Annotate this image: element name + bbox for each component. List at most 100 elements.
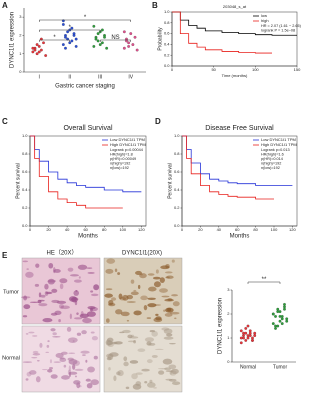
y-axis-label: Percent survival — [167, 163, 173, 199]
y-tick-label: 0.2 — [22, 205, 28, 210]
tissue-texture — [32, 335, 38, 337]
data-point — [271, 312, 275, 316]
tissue-texture — [59, 278, 68, 284]
data-point — [253, 331, 257, 335]
histology-images — [20, 257, 183, 393]
tissue-texture — [129, 360, 139, 364]
data-point — [96, 39, 100, 43]
data-point — [61, 23, 65, 26]
column-label: DYNC1I1(20X) — [122, 251, 162, 257]
tissue-texture — [163, 336, 174, 340]
tissue-texture — [59, 303, 64, 309]
data-point — [66, 30, 70, 34]
tissue-texture — [77, 264, 88, 270]
data-point — [278, 319, 282, 323]
tissue-texture — [20, 296, 31, 299]
significance-bracket — [39, 39, 70, 42]
tissue-texture — [61, 375, 70, 380]
y-tick-label: 3 — [227, 287, 230, 292]
tissue-texture — [155, 313, 159, 317]
x-tick-label: 50 — [211, 67, 216, 72]
data-point — [276, 310, 280, 314]
tissue-texture — [165, 263, 170, 269]
data-point — [103, 35, 106, 39]
tissue-texture — [87, 366, 95, 373]
tissue-texture — [119, 297, 126, 301]
annotation: HR = 2.07 (1.61 − 2.65) — [261, 24, 302, 28]
y-tick-label: 2 — [227, 311, 230, 316]
x-tick-label: 150 — [294, 67, 301, 72]
survival-curve — [30, 135, 123, 209]
tissue-texture — [68, 371, 78, 375]
tissue-texture — [22, 260, 28, 263]
tissue-texture — [55, 353, 64, 358]
tissue-texture — [135, 381, 142, 386]
tissue-texture — [25, 271, 34, 278]
tissue-texture — [73, 317, 83, 320]
data-point — [122, 46, 126, 50]
data-point — [72, 34, 76, 37]
annotation: HR(high)=1.6 — [261, 153, 284, 157]
tissue-texture — [74, 375, 78, 378]
chart-title: 203048_s_at — [223, 4, 247, 9]
tissue-texture — [108, 367, 111, 371]
tissue-texture — [63, 364, 67, 368]
y-tick-label: 0.2 — [164, 52, 170, 57]
data-point — [74, 37, 78, 41]
data-point — [122, 30, 126, 34]
tissue-texture — [50, 328, 56, 332]
data-point — [248, 329, 252, 333]
x-tick-label: 0 — [181, 227, 184, 232]
x-tick-label: III — [98, 74, 102, 80]
tissue-texture — [168, 364, 177, 370]
tissue-texture — [25, 378, 29, 381]
tissue-texture — [69, 313, 72, 320]
tissue-texture — [87, 305, 96, 310]
y-tick-label: 0.0 — [164, 63, 170, 68]
y-tick-label: 0 — [227, 359, 230, 364]
tissue-texture — [49, 359, 53, 364]
row-label: Tumor — [3, 289, 19, 295]
tissue-texture — [146, 382, 156, 388]
x-tick-label: 100 — [119, 227, 126, 232]
tissue-texture — [44, 291, 49, 296]
survival-curve — [172, 11, 297, 36]
tissue-texture — [131, 373, 138, 380]
figure: E HE（20X） DYNC1I1(20X) Tumor Normal 0 1 2 3… — [2, 1, 302, 393]
tissue-texture — [67, 337, 78, 343]
tissue-texture — [53, 361, 61, 363]
x-tick-label: Normal — [240, 364, 256, 370]
tissue-texture — [152, 276, 161, 280]
significance-label: ** — [262, 277, 267, 283]
tissue-texture — [85, 378, 91, 382]
data-point — [244, 339, 248, 342]
tissue-texture — [76, 332, 82, 336]
tissue-texture — [144, 337, 155, 343]
tissue-texture — [120, 311, 130, 317]
tissue-texture — [68, 352, 76, 355]
tissue-texture — [164, 298, 175, 302]
tissue-texture — [74, 368, 84, 371]
legend-label: low — [261, 13, 267, 18]
tissue-texture — [158, 370, 165, 375]
tissue-texture — [38, 303, 48, 307]
data-point — [127, 41, 131, 45]
data-point — [239, 341, 243, 345]
tissue-texture — [154, 348, 164, 351]
tissue-texture — [168, 378, 177, 382]
tissue-texture — [36, 360, 40, 362]
panel-label: C — [2, 117, 8, 126]
x-tick-label: I — [39, 74, 40, 80]
tissue-texture — [130, 279, 135, 284]
chart-title: Disease Free Survival — [205, 125, 274, 132]
tissue-texture — [147, 273, 155, 276]
tissue-texture — [74, 279, 82, 283]
tissue-texture — [51, 299, 60, 304]
y-tick-label: 1.0 — [164, 9, 170, 14]
y-tick-label: 0.6 — [164, 31, 170, 36]
tissue-texture — [52, 336, 61, 338]
tissue-texture — [153, 281, 161, 288]
legend-label: Low DYNC1I1 TPM — [261, 137, 296, 142]
tissue-texture — [37, 299, 42, 304]
tissue-texture — [153, 317, 163, 323]
